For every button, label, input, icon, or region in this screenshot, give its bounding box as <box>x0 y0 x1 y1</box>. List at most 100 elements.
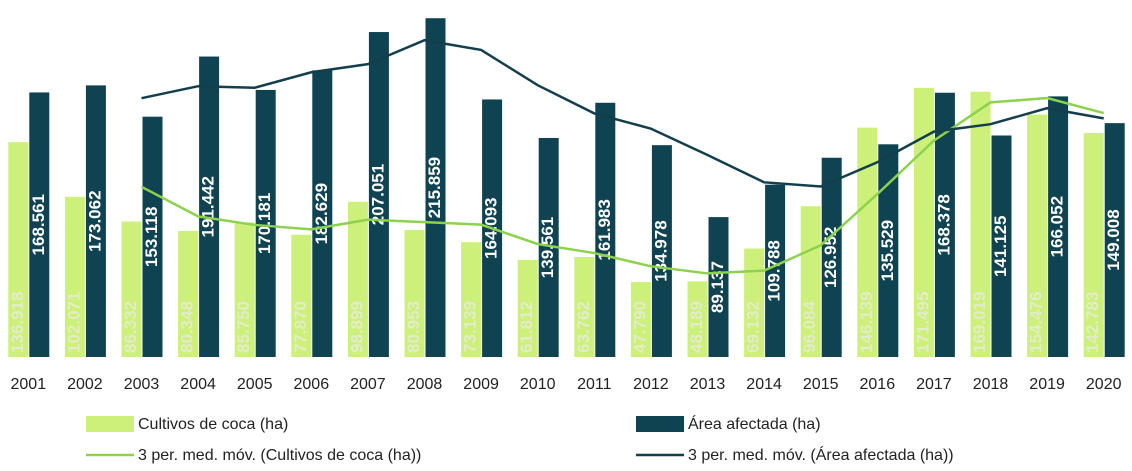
value-label: 48.189 <box>687 301 706 353</box>
x-tick-label: 2005 <box>237 376 273 393</box>
x-tick-label: 2007 <box>350 376 386 393</box>
bar <box>765 184 786 357</box>
value-label: 139.561 <box>538 217 557 278</box>
value-label: 69.132 <box>744 301 763 353</box>
bar <box>425 18 446 358</box>
bar <box>85 85 106 358</box>
value-label: 98.899 <box>347 301 366 353</box>
value-label: 146.139 <box>857 292 876 353</box>
bar <box>878 144 899 357</box>
bar <box>857 127 878 357</box>
value-label: 134.978 <box>651 220 670 281</box>
bar <box>651 145 672 357</box>
bar <box>312 70 333 357</box>
x-tick-label: 2010 <box>520 376 556 393</box>
x-tick-label: 2015 <box>803 376 839 393</box>
value-label: 80.348 <box>178 301 197 353</box>
bar <box>800 206 821 357</box>
value-label: 141.125 <box>991 216 1010 277</box>
value-label: 102.071 <box>64 292 83 353</box>
x-tick-label: 2003 <box>124 376 160 393</box>
bar <box>121 221 142 357</box>
bar <box>574 256 595 357</box>
bar <box>255 89 276 358</box>
value-label: 170.181 <box>255 193 274 254</box>
bar <box>744 248 765 357</box>
x-tick-label: 2012 <box>633 376 669 393</box>
legend-label: Área afectada (ha) <box>688 414 821 433</box>
value-label: 149.008 <box>1104 209 1123 270</box>
x-tick-label: 2020 <box>1086 376 1122 393</box>
value-label: 215.859 <box>425 157 444 218</box>
legend-label: 3 per. med. móv. (Área afectada (ha)) <box>688 445 954 464</box>
bar <box>630 281 651 357</box>
bar <box>708 217 729 357</box>
legend-label: 3 per. med. móv. (Cultivos de coca (ha)) <box>138 447 421 464</box>
bar <box>821 157 842 357</box>
bar <box>142 116 163 357</box>
bar <box>1104 123 1125 357</box>
value-label: 63.762 <box>574 301 593 353</box>
bar <box>461 242 482 357</box>
bar <box>347 201 368 357</box>
x-tick-label: 2009 <box>463 376 499 393</box>
x-tick-label: 2017 <box>916 376 952 393</box>
legend-swatch <box>636 416 684 432</box>
moving-average-line <box>141 38 1104 188</box>
x-tick-label: 2006 <box>294 376 330 393</box>
value-label: 47.790 <box>630 301 649 353</box>
bar <box>970 91 991 357</box>
value-label: 166.052 <box>1048 196 1067 257</box>
moving-average-line <box>140 96 1105 275</box>
value-label: 142.783 <box>1083 292 1102 353</box>
value-label: 136.918 <box>8 292 27 353</box>
value-label: 173.062 <box>85 190 104 251</box>
value-label: 135.529 <box>878 220 897 281</box>
x-tick-label: 2013 <box>690 376 726 393</box>
bar <box>178 230 199 357</box>
value-label: 168.378 <box>934 194 953 255</box>
value-label: 89.137 <box>708 261 727 313</box>
value-label: 86.332 <box>121 301 140 353</box>
value-label: 109.788 <box>765 240 784 301</box>
legend-swatch <box>86 416 134 432</box>
bar <box>934 92 955 357</box>
value-label: 73.139 <box>461 301 480 353</box>
x-tick-label: 2008 <box>407 376 443 393</box>
bar <box>8 142 29 357</box>
bar <box>538 137 559 357</box>
bar <box>991 135 1012 357</box>
bar <box>199 56 220 357</box>
x-tick-label: 2014 <box>746 376 782 393</box>
value-label: 171.495 <box>913 292 932 353</box>
x-tick-label: 2011 <box>577 376 612 393</box>
legend-label: Cultivos de coca (ha) <box>138 416 288 433</box>
value-label: 154.476 <box>1027 292 1046 353</box>
value-label: 168.561 <box>29 194 48 255</box>
bar <box>1027 114 1048 357</box>
value-label: 182.629 <box>312 183 331 244</box>
value-label: 191.442 <box>199 176 218 237</box>
bar <box>234 222 255 357</box>
value-label: 85.750 <box>234 301 253 353</box>
value-label: 161.983 <box>595 199 614 260</box>
x-tick-label: 2018 <box>973 376 1009 393</box>
value-label: 207.051 <box>368 164 387 225</box>
x-tick-label: 2004 <box>180 376 216 393</box>
value-label: 153.118 <box>142 207 161 268</box>
value-label: 80.953 <box>404 301 423 353</box>
bar <box>1083 132 1104 357</box>
bar <box>368 32 389 358</box>
bar <box>64 196 85 357</box>
value-label: 77.870 <box>291 301 310 353</box>
value-label: 96.084 <box>800 300 819 353</box>
bar <box>291 234 312 357</box>
bar <box>29 92 50 357</box>
bar <box>687 281 708 357</box>
bar <box>1048 96 1069 357</box>
bar <box>595 102 616 358</box>
value-label: 61.812 <box>517 301 536 353</box>
bar <box>517 259 538 357</box>
bar <box>404 229 425 357</box>
